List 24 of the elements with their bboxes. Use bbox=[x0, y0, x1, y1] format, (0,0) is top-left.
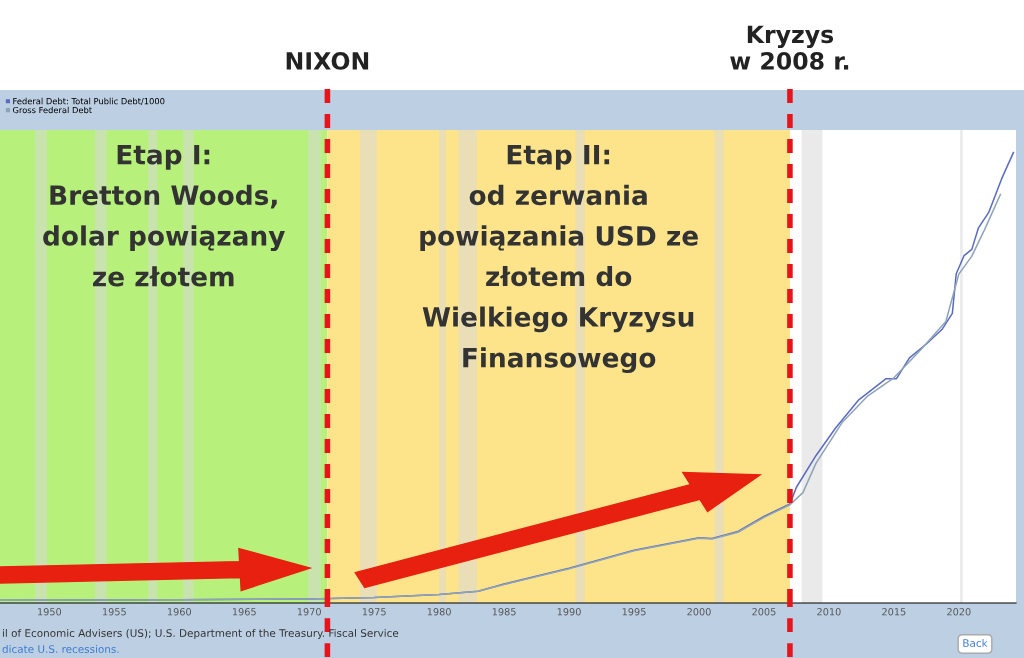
band-label: Etap II: od zerwania powiązania USD ze złotem do Wielkiego Kryzysu Finansowego bbox=[420, 145, 698, 374]
ref-line-label: NIXON bbox=[286, 52, 369, 70]
x-tick-label: 1970 bbox=[297, 608, 321, 616]
x-tick-label: 2000 bbox=[687, 608, 711, 616]
x-tick-label: 2005 bbox=[752, 608, 776, 616]
x-tick-label: 1975 bbox=[362, 608, 386, 616]
text: Back bbox=[963, 638, 988, 648]
x-tick-label: 1980 bbox=[427, 608, 451, 616]
x-tick-label: 1990 bbox=[557, 608, 581, 616]
x-tick-label: 2020 bbox=[947, 608, 971, 616]
x-tick-label: 1995 bbox=[622, 608, 646, 616]
x-tick-label: 1955 bbox=[103, 608, 126, 616]
x-tick-label: 1985 bbox=[492, 608, 516, 616]
x-tick-label: 1950 bbox=[38, 608, 62, 616]
text: dicate U.S. recessions. bbox=[2, 644, 119, 654]
legend-label: Gross Federal Debt bbox=[12, 106, 92, 114]
x-tick-label: 1965 bbox=[232, 608, 256, 616]
text: il of Economic Advisers (US); U.S. Department of the Treasury. Fiscal Service bbox=[2, 628, 399, 640]
ref-line-label: Kryzys w 2008 r. bbox=[730, 25, 849, 70]
x-tick-label: 2015 bbox=[882, 608, 906, 616]
x-tick-label: 2010 bbox=[817, 608, 841, 616]
legend-label: Federal Debt: Total Public Debt/1000 bbox=[13, 97, 165, 105]
band-label: Etap I: Bretton Woods, dolar powiązany ze złotem bbox=[43, 145, 285, 287]
x-tick-label: 1960 bbox=[167, 608, 192, 616]
